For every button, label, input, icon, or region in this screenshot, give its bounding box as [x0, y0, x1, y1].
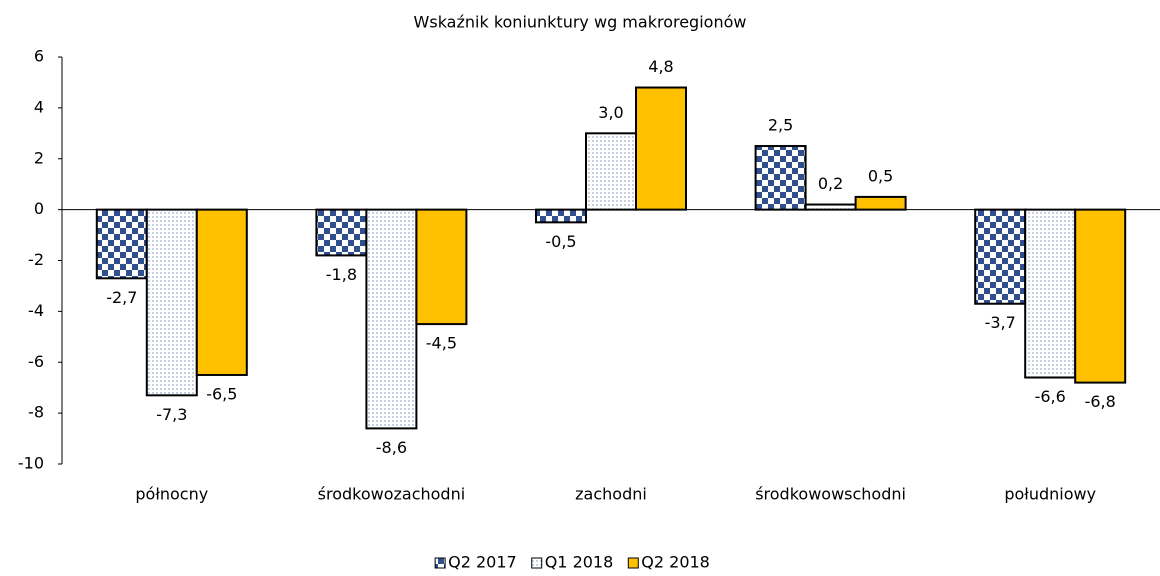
chart-title: Wskaźnik koniunktury wg makroregionów — [414, 13, 747, 32]
y-tick-label: -8 — [28, 403, 44, 422]
x-tick-label: zachodni — [575, 485, 647, 504]
x-tick-label: środkowozachodni — [318, 485, 466, 504]
bar — [635, 86, 687, 211]
bar — [854, 195, 907, 211]
bar — [585, 132, 637, 211]
bar — [145, 208, 198, 397]
y-tick-label: -6 — [28, 352, 44, 371]
legend-item: Q2 2018 — [627, 553, 710, 572]
bar — [535, 208, 587, 224]
y-tick-label: 0 — [34, 199, 44, 218]
x-tick-label: środkowowschodni — [755, 485, 906, 504]
data-label: 0,5 — [868, 166, 893, 185]
x-tick-label: północny — [135, 485, 208, 504]
legend-label: Q2 2018 — [641, 553, 710, 572]
y-tick-label: -4 — [28, 301, 44, 320]
bar — [974, 208, 1027, 305]
data-label: -1,8 — [326, 265, 357, 284]
legend-label: Q1 2018 — [545, 553, 614, 572]
legend-swatch — [434, 557, 446, 569]
bar — [365, 208, 418, 430]
bar — [1074, 208, 1127, 384]
y-tick-label: -10 — [18, 454, 44, 473]
y-tick-label: 2 — [34, 148, 44, 167]
data-label: 2,5 — [768, 116, 793, 135]
data-label: -2,7 — [106, 288, 137, 307]
bar — [195, 208, 248, 376]
data-label: -0,5 — [545, 232, 576, 251]
data-label: 3,0 — [598, 103, 623, 122]
x-tick-label: południowy — [1004, 485, 1096, 504]
data-label: -7,3 — [156, 405, 187, 424]
legend-swatch — [627, 557, 639, 569]
bar — [804, 203, 857, 211]
bar — [754, 145, 807, 211]
y-tick-label: 4 — [34, 97, 44, 116]
data-label: -6,6 — [1035, 387, 1066, 406]
legend-item: Q2 2017 — [434, 553, 517, 572]
data-label: -4,5 — [426, 334, 457, 353]
legend-item: Q1 2018 — [531, 553, 614, 572]
data-label: 4,8 — [648, 57, 673, 76]
bar — [95, 208, 148, 280]
bar — [315, 208, 368, 257]
data-label: -8,6 — [376, 438, 407, 457]
y-tick-label: -2 — [28, 250, 44, 269]
y-tick-label: 6 — [34, 47, 44, 66]
legend-swatch — [531, 557, 543, 569]
legend-label: Q2 2017 — [448, 553, 517, 572]
data-label: -3,7 — [985, 313, 1016, 332]
data-label: 0,2 — [818, 174, 843, 193]
data-label: -6,8 — [1085, 392, 1116, 411]
bar — [1024, 208, 1077, 379]
data-label: -6,5 — [206, 384, 237, 403]
bar — [415, 208, 468, 326]
